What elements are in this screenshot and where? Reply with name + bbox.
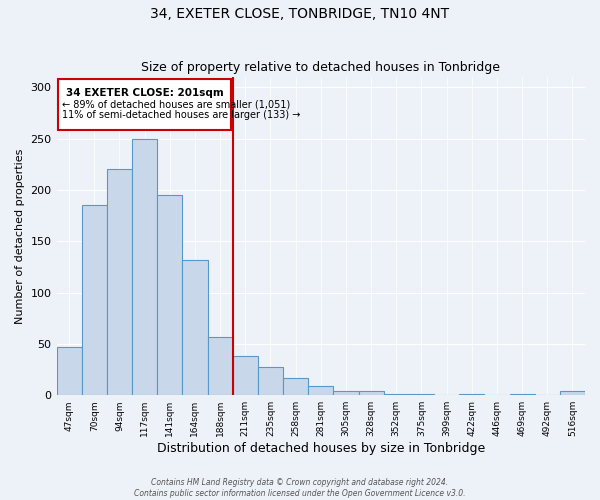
Text: Contains HM Land Registry data © Crown copyright and database right 2024.
Contai: Contains HM Land Registry data © Crown c…	[134, 478, 466, 498]
Bar	[208, 336, 233, 395]
Text: 34 EXETER CLOSE: 201sqm: 34 EXETER CLOSE: 201sqm	[66, 88, 223, 99]
Bar	[409, 394, 434, 395]
Bar	[283, 378, 308, 395]
Bar	[459, 394, 484, 395]
Text: ← 89% of detached houses are smaller (1,051): ← 89% of detached houses are smaller (1,…	[62, 100, 290, 110]
Bar	[56, 347, 82, 395]
Text: 34, EXETER CLOSE, TONBRIDGE, TN10 4NT: 34, EXETER CLOSE, TONBRIDGE, TN10 4NT	[151, 8, 449, 22]
Bar	[132, 138, 157, 395]
X-axis label: Distribution of detached houses by size in Tonbridge: Distribution of detached houses by size …	[157, 442, 485, 455]
Bar	[82, 206, 107, 395]
Bar	[359, 391, 383, 395]
Y-axis label: Number of detached properties: Number of detached properties	[15, 148, 25, 324]
Bar	[107, 170, 132, 395]
Bar	[509, 394, 535, 395]
Title: Size of property relative to detached houses in Tonbridge: Size of property relative to detached ho…	[141, 62, 500, 74]
Bar	[383, 394, 409, 395]
FancyBboxPatch shape	[58, 79, 232, 130]
Bar	[233, 356, 258, 395]
Bar	[560, 391, 585, 395]
Bar	[308, 386, 334, 395]
Bar	[182, 260, 208, 395]
Bar	[258, 368, 283, 395]
Bar	[334, 391, 359, 395]
Bar	[157, 195, 182, 395]
Text: 11% of semi-detached houses are larger (133) →: 11% of semi-detached houses are larger (…	[62, 110, 300, 120]
